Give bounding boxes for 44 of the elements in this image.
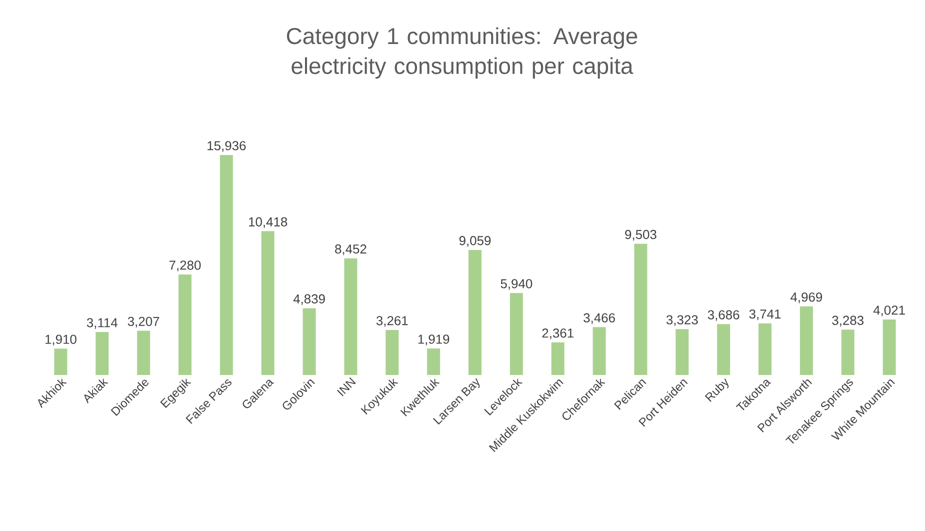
bar (344, 258, 358, 375)
data-label: 3,114 (86, 318, 118, 329)
bar (592, 327, 606, 375)
data-label: 3,686 (708, 310, 740, 321)
bar (510, 292, 523, 375)
bar (551, 342, 564, 375)
bar (178, 274, 192, 375)
data-label: 3,741 (749, 309, 781, 320)
data-label: 1,919 (418, 334, 450, 346)
data-label: 4,969 (790, 292, 822, 304)
x-tick-label: INN (336, 377, 356, 396)
data-label: 10,418 (249, 217, 288, 228)
bar (220, 154, 233, 375)
bar (676, 329, 689, 375)
bar (386, 330, 399, 375)
data-label: 3,466 (584, 313, 615, 324)
data-label: 3,283 (832, 316, 864, 326)
data-label: 8,452 (335, 244, 366, 256)
data-label: 3,261 (376, 316, 408, 327)
bar (634, 244, 648, 375)
data-label: 4,021 (873, 306, 905, 316)
bar (427, 348, 440, 375)
data-label: 9,059 (459, 236, 491, 247)
data-label: 15,936 (208, 141, 246, 152)
bar (800, 306, 813, 375)
data-label: 7,280 (169, 260, 201, 272)
bar (261, 231, 274, 375)
data-label: 4,839 (293, 294, 325, 306)
bar (302, 308, 316, 375)
data-label: 5,940 (500, 279, 532, 290)
bar (758, 323, 772, 375)
bar (54, 348, 68, 375)
bar (96, 332, 109, 375)
bar (717, 324, 730, 375)
bar (468, 250, 482, 375)
chart-title: Category 1 communities: Average electricity consumption per capita (286, 27, 638, 79)
data-label: 2,361 (542, 328, 574, 340)
bar (137, 330, 150, 375)
bar (882, 319, 896, 375)
data-label: 1,910 (45, 334, 76, 346)
bar (841, 330, 854, 375)
data-label: 3,323 (666, 315, 698, 326)
data-label: 3,207 (128, 316, 160, 328)
data-label: 9,503 (625, 230, 656, 241)
